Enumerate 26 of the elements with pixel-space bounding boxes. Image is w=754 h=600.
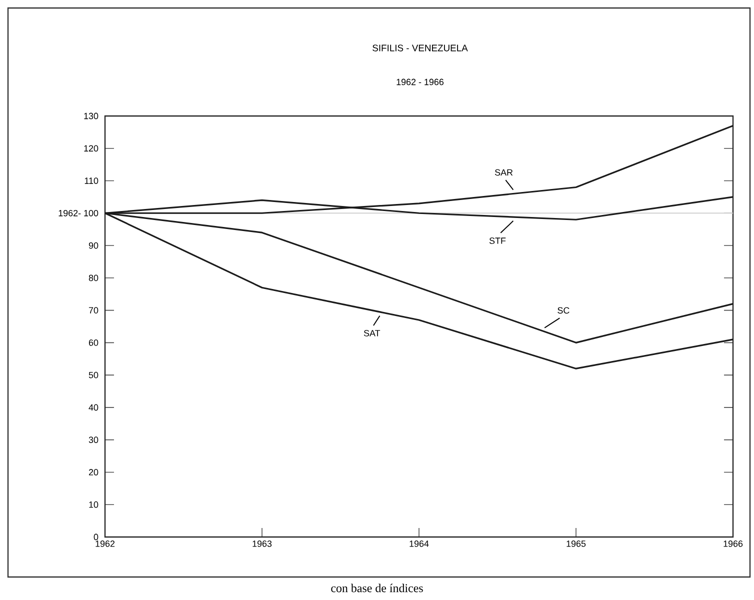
y-tick-label: 80 <box>88 274 98 282</box>
y-tick-label: 20 <box>88 469 98 476</box>
x-tick-label: 1963 <box>252 540 272 547</box>
x-tick-label: 1962 <box>96 540 115 547</box>
y-tick-label: 120 <box>84 145 98 152</box>
y-tick-label: 1962- 100 <box>58 210 98 216</box>
y-tick-label: 90 <box>88 242 98 249</box>
y-tick-label: 110 <box>84 178 98 184</box>
chart-title: SIFILIS - VENEZUELA <box>372 44 468 52</box>
y-tick-label: 50 <box>88 372 98 378</box>
x-tick-label: 1964 <box>410 540 429 547</box>
y-tick-label: 70 <box>88 307 98 314</box>
y-tick-label: 60 <box>88 340 98 346</box>
y-tick-label: 30 <box>88 436 98 444</box>
text: con base de índices <box>331 584 423 592</box>
x-tick-label: 1965 <box>566 540 586 547</box>
chart-subtitle: 1962 - 1966 <box>396 78 444 86</box>
text: SC <box>558 307 570 314</box>
y-tick-label: 10 <box>89 501 98 508</box>
y-tick-label: 0 <box>94 534 98 540</box>
y-tick-label: 130 <box>84 112 98 120</box>
text: SAR <box>494 169 513 176</box>
series-label: SAT <box>364 330 380 336</box>
text: STF <box>489 238 506 244</box>
x-tick-label: 1966 <box>724 540 743 547</box>
y-tick-label: 40 <box>88 404 98 411</box>
